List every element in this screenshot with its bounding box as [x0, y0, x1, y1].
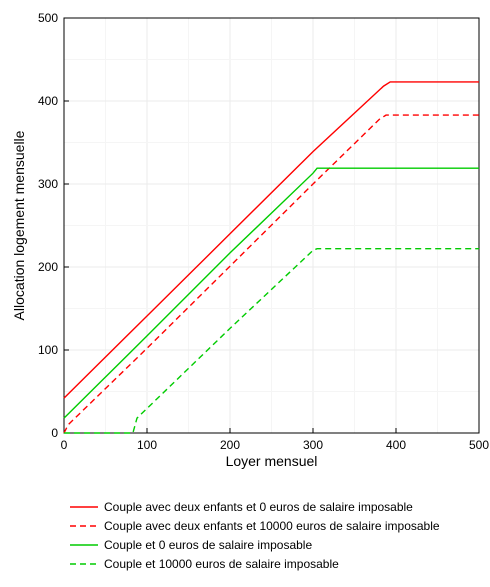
x-axis-label: Loyer mensuel: [226, 453, 318, 469]
x-tick-label: 500: [469, 438, 489, 452]
plot-frame: [63, 17, 480, 434]
series-line-1: [63, 81, 479, 399]
x-tick-label: 0: [61, 438, 68, 452]
y-axis-label: Allocation logement mensuelle: [11, 130, 27, 320]
x-tick-label: 300: [303, 438, 323, 452]
legend-label-1: Couple avec deux enfants et 0 euros de s…: [104, 500, 413, 514]
x-tick-label: 100: [137, 438, 157, 452]
legend: Couple avec deux enfants et 0 euros de s…: [70, 500, 440, 571]
x-tick-label: 200: [220, 438, 240, 452]
legend-label-3: Couple et 0 euros de salaire imposable: [104, 538, 312, 552]
legend-label-4: Couple et 10000 euros de salaire imposab…: [104, 557, 339, 571]
axis-ticks: 0 100 200 300 400 500 0 100 200 300 400 500: [38, 11, 489, 452]
series-line-2: [63, 114, 479, 434]
x-tick-label: 400: [386, 438, 406, 452]
y-tick-label: 300: [38, 177, 58, 191]
y-tick-label: 0: [51, 426, 58, 440]
series-line-4: [64, 247, 479, 434]
legend-label-2: Couple avec deux enfants et 10000 euros …: [104, 519, 440, 533]
y-tick-label: 500: [38, 11, 58, 25]
series-line-3: [63, 167, 479, 419]
series-lines: [63, 81, 479, 434]
y-tick-label: 400: [38, 94, 58, 108]
y-tick-label: 200: [38, 260, 58, 274]
y-tick-label: 100: [38, 343, 58, 357]
